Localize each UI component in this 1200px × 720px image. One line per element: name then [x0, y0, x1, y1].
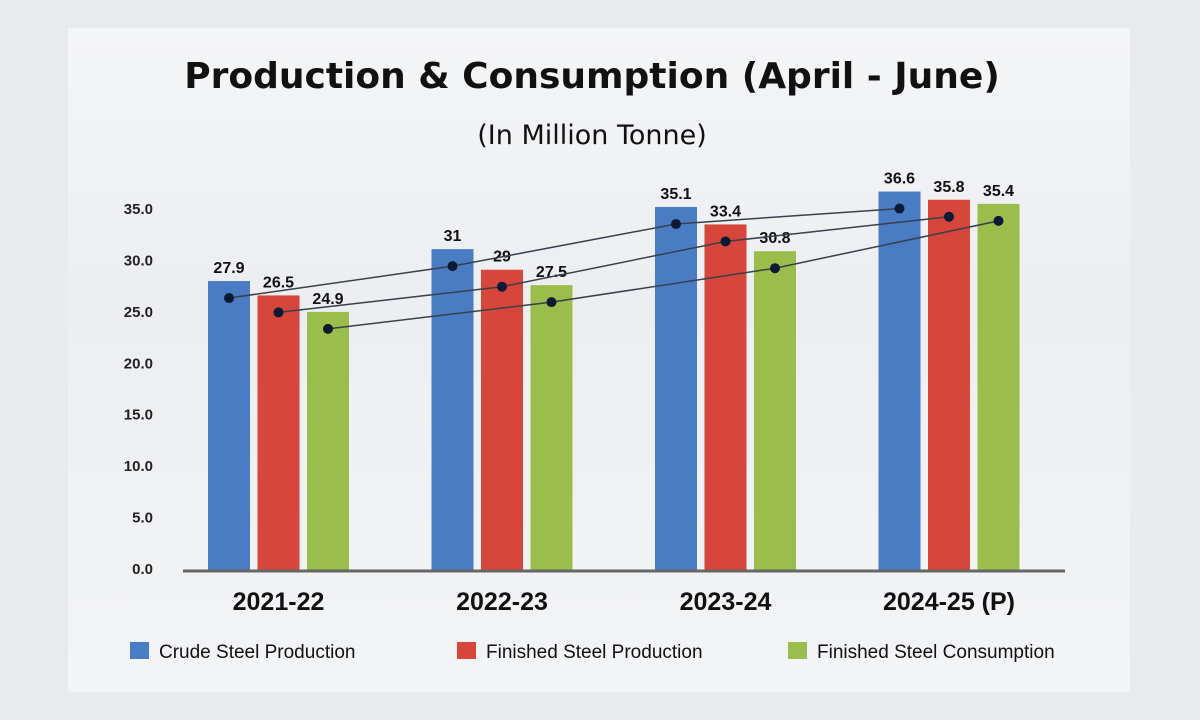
trend-line	[327, 220, 999, 330]
x-category-label: 2021-22	[233, 588, 325, 616]
data-label: 24.9	[312, 291, 343, 308]
data-label: 26.5	[263, 274, 294, 291]
x-category-label: 2023-24	[680, 588, 772, 616]
trend-line	[228, 207, 900, 299]
x-category-label: 2024-25 (P)	[883, 588, 1015, 616]
bar	[530, 285, 573, 570]
data-label: 27.5	[536, 264, 567, 281]
bar	[754, 251, 796, 570]
data-label: 31	[444, 228, 462, 245]
bar	[481, 269, 523, 570]
bar	[977, 203, 1020, 570]
legend-label: Finished Steel Consumption	[817, 642, 1055, 663]
bar	[431, 249, 474, 570]
data-label: 33.4	[710, 203, 741, 220]
trend-marker	[720, 236, 731, 247]
data-label: 36.6	[884, 171, 915, 188]
bar	[655, 206, 697, 570]
data-label: 30.8	[759, 230, 790, 247]
y-tick-label: 20.0	[124, 355, 153, 372]
bar	[704, 224, 747, 570]
y-tick-label: 10.0	[124, 458, 153, 475]
trend-marker	[894, 203, 905, 214]
bar	[878, 191, 921, 571]
trend-marker	[770, 263, 780, 274]
y-tick-label: 0.0	[132, 561, 153, 578]
data-label: 35.4	[983, 183, 1014, 200]
legend-label: Crude Steel Production	[159, 642, 355, 663]
x-category-label: 2022-23	[456, 588, 548, 616]
data-label: 35.1	[660, 186, 691, 203]
chart-title: Production & Consumption (April - June)	[184, 56, 1000, 97]
y-tick-label: 5.0	[132, 510, 153, 527]
trend-marker	[224, 293, 234, 304]
trend-marker	[944, 211, 954, 222]
chart-subtitle: (In Million Tonne)	[477, 120, 707, 151]
bar	[307, 311, 349, 570]
trend-marker	[273, 307, 284, 318]
bar	[257, 295, 300, 570]
legend-label: Finished Steel Production	[486, 642, 703, 663]
bar	[928, 199, 970, 570]
y-tick-label: 25.0	[124, 304, 153, 321]
y-tick-label: 35.0	[124, 201, 153, 218]
legend-swatch	[788, 642, 807, 659]
trend-marker	[323, 323, 333, 334]
data-label: 35.8	[933, 179, 964, 196]
trend-line	[278, 216, 950, 314]
trend-marker	[447, 261, 458, 272]
trend-marker	[671, 218, 681, 229]
y-tick-label: 15.0	[124, 407, 153, 424]
trend-marker	[546, 297, 557, 308]
trend-marker	[497, 281, 507, 292]
data-label: 27.9	[213, 260, 244, 277]
bar	[208, 281, 250, 570]
legend-swatch	[130, 642, 149, 659]
trend-marker	[993, 215, 1004, 226]
y-tick-label: 30.0	[124, 252, 153, 269]
legend-swatch	[457, 642, 476, 659]
